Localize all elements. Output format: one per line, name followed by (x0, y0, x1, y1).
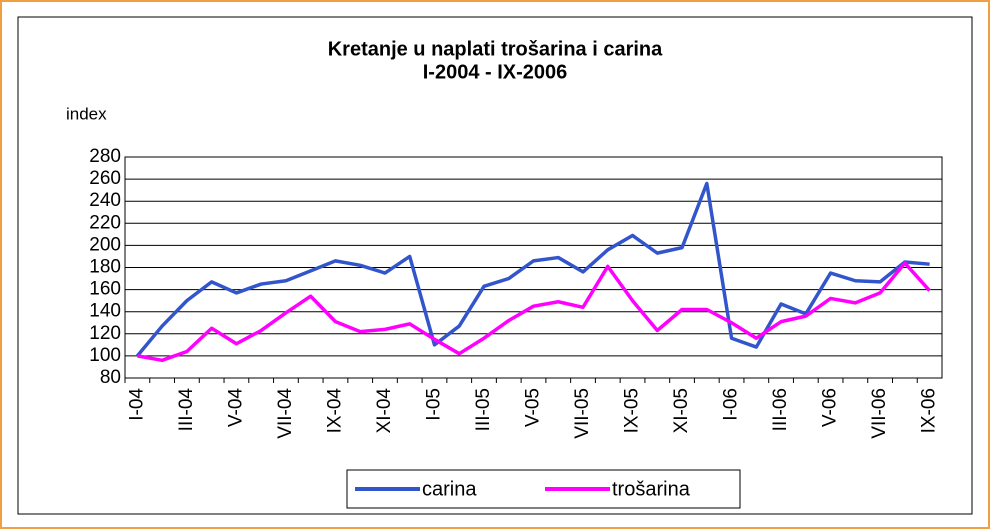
chart-subtitle: I-2004 - IX-2006 (423, 61, 568, 83)
chart-frame (17, 16, 973, 515)
y-axis-label: index (66, 104, 107, 123)
x-tick-label: VII-05 (572, 388, 593, 439)
y-tick-label: 120 (89, 323, 121, 344)
x-tick-label: VII-04 (275, 388, 296, 439)
x-tick-label: III-04 (176, 388, 197, 432)
legend-label: trošarina (612, 478, 691, 500)
x-tick-label: XI-05 (671, 388, 692, 433)
legend: carina trošarina (346, 469, 741, 509)
x-tick-label: XI-04 (374, 388, 395, 434)
y-tick-label: 160 (89, 279, 121, 300)
series-line (137, 261, 931, 363)
x-tick-label: III-06 (770, 388, 791, 431)
y-tick-label: 80 (100, 367, 121, 388)
y-tick-label: 140 (89, 301, 121, 322)
plot-area (124, 156, 943, 379)
y-tick-label: 220 (89, 212, 121, 233)
x-tick-label: IX-06 (919, 388, 940, 433)
legend-label: carina (422, 478, 477, 500)
x-tick-label: I-05 (423, 388, 444, 421)
chart-title: Kretanje u naplati trošarina i carina (328, 38, 663, 60)
y-tick-label: 260 (89, 168, 121, 189)
x-tick-label: V-06 (820, 388, 841, 427)
y-tick-label: 240 (89, 190, 121, 211)
y-tick-label: 180 (89, 257, 121, 278)
y-tick-label: 200 (89, 234, 121, 255)
x-tick-label: IX-05 (622, 388, 643, 433)
x-tick-label: V-05 (523, 388, 544, 427)
y-tick-label: 280 (89, 146, 121, 167)
series-line (136, 181, 930, 358)
x-tick-label: IX-04 (324, 388, 345, 434)
x-tick-label: I-04 (126, 388, 147, 421)
y-tick-label: 100 (89, 345, 121, 366)
x-tick-label: V-04 (225, 388, 246, 428)
x-tick-label: VII-06 (869, 388, 890, 439)
x-tick-label: III-05 (473, 388, 494, 431)
x-tick-label: I-06 (721, 388, 742, 421)
